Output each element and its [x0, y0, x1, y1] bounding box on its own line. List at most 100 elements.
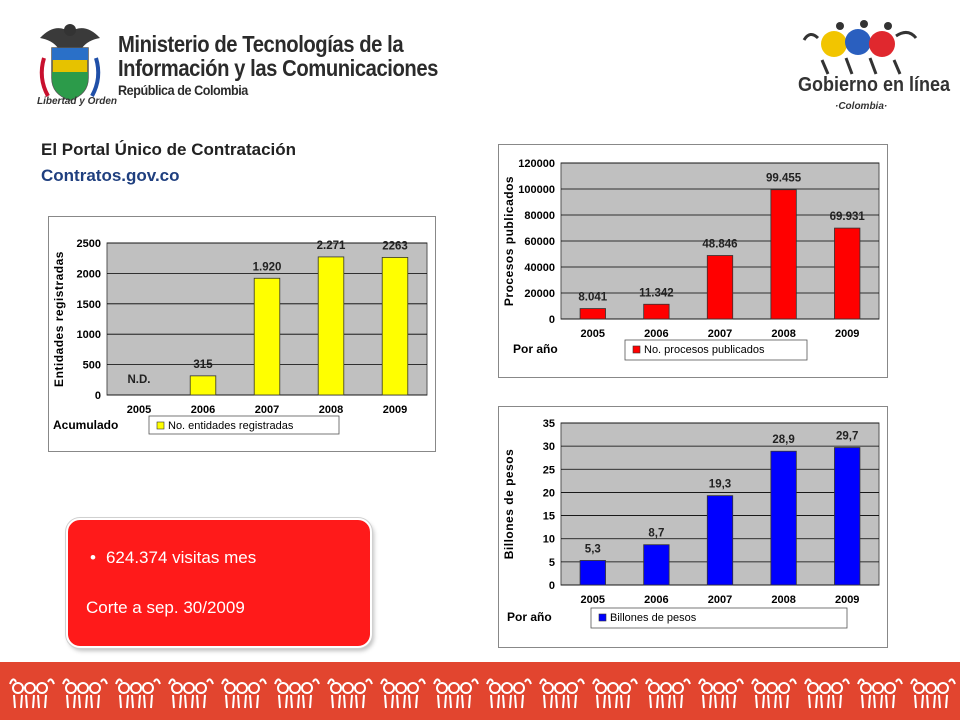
chart-billones: 35 30 25 20 15 10 5 0 5,3 2005 8,7 2006 19,3 2007 28,9…: [498, 406, 888, 648]
chart-billones-svg: 35 30 25 20 15 10 5 0 5,3 2005 8,7 2006 19,3 2007 28,9…: [502, 418, 880, 629]
visits-bullet: • 624.374 visitas mes: [90, 548, 256, 568]
chart-entidades: 2500 2000 1500 1000 500 0 N.D. 2005 315 2006 1.920…: [48, 216, 436, 452]
footer-figure-group: [539, 678, 585, 709]
x-tick-label: 2006: [644, 328, 668, 340]
x-tick-label: 2009: [835, 594, 859, 606]
y-axis-label: Billones de pesos: [502, 449, 516, 560]
legend-label: No. procesos publicados: [644, 344, 765, 356]
y-tick-label: 1500: [77, 299, 101, 311]
ministry-line-2: Información y las Comunicaciones: [118, 55, 438, 81]
data-label: 11.342: [639, 287, 674, 299]
footer-figure-group: [433, 678, 479, 709]
bar: [834, 447, 861, 586]
x-axis-label: Acumulado: [53, 418, 118, 432]
ministry-name: Ministerio de Tecnologías de la Informac…: [118, 32, 482, 100]
footer-figures: [9, 678, 956, 709]
y-tick-label: 0: [549, 314, 555, 326]
gel-subtitle: ·Colombia·: [835, 101, 888, 112]
data-label: 8,7: [648, 528, 664, 540]
escudo-caption: Libertad y Orden: [37, 96, 118, 107]
bar: [706, 495, 734, 586]
data-label: 29,7: [836, 431, 858, 443]
x-tick-label: 2008: [771, 328, 795, 340]
data-label: 19,3: [709, 479, 731, 491]
data-label: 1.920: [253, 261, 282, 273]
footer-figure-group: [698, 678, 744, 709]
x-tick-label: 2007: [708, 594, 732, 606]
visits-callout: • 624.374 visitas mes Corte a sep. 30/200…: [66, 518, 372, 648]
visits-text: 624.374 visitas mes: [105, 548, 257, 567]
x-tick-label: 2006: [191, 404, 215, 416]
x-tick-label: 2008: [319, 404, 343, 416]
y-tick-label: 25: [543, 464, 555, 476]
y-tick-label: 15: [543, 511, 555, 523]
x-tick-label: 2007: [708, 328, 732, 340]
y-axis-label: Entidades registradas: [52, 251, 66, 387]
bullet-dot: •: [90, 548, 96, 567]
bar: [253, 277, 281, 396]
page-title: El Portal Único de Contratación: [41, 140, 297, 159]
data-label: 69.931: [830, 211, 866, 223]
data-label: 8.041: [578, 292, 607, 304]
y-tick-label: 0: [95, 390, 101, 402]
y-tick-label: 80000: [524, 210, 555, 222]
y-tick-label: 2000: [77, 268, 101, 280]
footer-figure-group: [751, 678, 797, 709]
x-axis-label: Por año: [513, 342, 558, 356]
footer-figure-group: [9, 678, 55, 709]
data-label: 2263: [382, 240, 408, 252]
legend-box: [590, 607, 848, 629]
footer-figure-group: [645, 678, 691, 709]
y-tick-label: 1000: [77, 329, 101, 341]
y-tick-label: 120000: [518, 158, 555, 170]
y-tick-label: 5: [549, 557, 555, 569]
footer-figure-group: [62, 678, 108, 709]
x-tick-label: 2005: [127, 404, 151, 416]
y-tick-label: 100000: [518, 184, 555, 196]
y-tick-label: 500: [83, 360, 101, 372]
bar: [834, 227, 861, 320]
x-tick-label: 2005: [581, 594, 605, 606]
y-tick-label: 20000: [524, 288, 555, 300]
y-tick-label: 20: [543, 487, 555, 499]
legend-swatch: [632, 345, 641, 354]
gobierno-en-linea-logo: [802, 20, 918, 75]
x-tick-label: 2006: [644, 594, 668, 606]
x-axis-label: Por año: [507, 610, 552, 624]
legend-label: No. entidades registradas: [168, 420, 294, 432]
data-label: 2.271: [317, 240, 346, 252]
bar: [706, 255, 734, 320]
chart-procesos-svg: 120000 100000 80000 60000 40000 20000 0 8.041 20…: [502, 158, 880, 361]
bar: [579, 308, 606, 320]
bar: [381, 257, 409, 396]
legend-box: [624, 339, 808, 361]
y-tick-label: 0: [549, 580, 555, 592]
coat-of-arms-logo: [39, 24, 101, 101]
bar: [189, 375, 217, 396]
ministry-line-3: República de Colombia: [118, 82, 248, 98]
data-label: 5,3: [585, 543, 601, 555]
chart-entidades-svg: 2500 2000 1500 1000 500 0 N.D. 2005 315 2006 1.920…: [52, 238, 428, 435]
footer-band: [0, 662, 960, 720]
y-axis-label: Procesos publicados: [502, 176, 516, 306]
footer-figure-group: [910, 678, 956, 709]
x-tick-label: 2005: [581, 328, 605, 340]
x-tick-label: 2009: [835, 328, 859, 340]
bar: [317, 256, 345, 396]
y-tick-label: 40000: [524, 262, 555, 274]
legend-swatch: [156, 421, 165, 430]
y-tick-label: 30: [543, 441, 555, 453]
y-tick-label: 10: [543, 534, 555, 546]
gel-title: Gobierno en línea: [798, 74, 951, 96]
bar: [643, 544, 670, 586]
x-tick-label: 2007: [255, 404, 279, 416]
footer-figure-group: [857, 678, 903, 709]
y-tick-label: 2500: [77, 238, 101, 250]
bar: [770, 450, 797, 586]
y-tick-label: 60000: [524, 236, 555, 248]
footer-figure-group: [486, 678, 532, 709]
x-tick-label: 2008: [771, 594, 795, 606]
footer-figure-group: [380, 678, 426, 709]
footer-figure-group: [168, 678, 214, 709]
data-label: 48.846: [702, 239, 737, 251]
